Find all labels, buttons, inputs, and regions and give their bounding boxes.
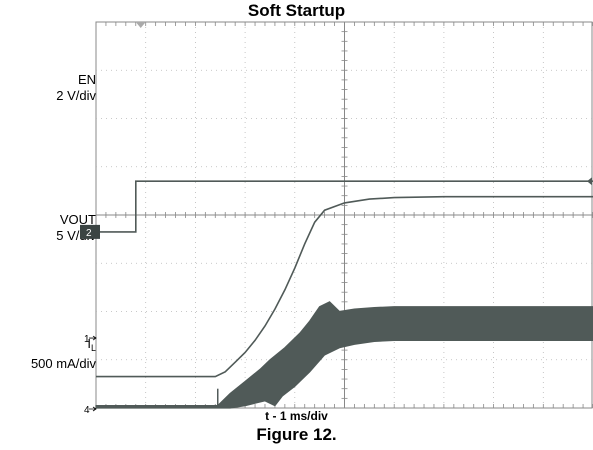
figure-caption: Figure 12. [256, 425, 337, 444]
x-axis-label: t - 1 ms/div [265, 409, 328, 423]
ch1-marker-label: 1 [84, 334, 90, 345]
ch4-marker-label: 4 [84, 405, 90, 416]
channel-markers: 2 4 1 [80, 177, 592, 416]
en-scale: 2 V/div [56, 88, 96, 103]
chart-title: Soft Startup [247, 1, 346, 20]
scope-traces [95, 180, 593, 409]
vout-channel-label: VOUT 5 V/div [0, 212, 96, 244]
ch4-marker-arrow [89, 406, 97, 412]
trigger-marker [135, 22, 146, 28]
scope-grid [95, 21, 593, 409]
il-channel-label: IL 500 mA/div [0, 336, 96, 372]
il-trace [95, 301, 593, 409]
il-label: IL [87, 336, 96, 353]
en-channel-label: EN 2 V/div [0, 72, 96, 104]
en-label: EN [77, 72, 96, 87]
ch2-marker-box [80, 224, 100, 239]
il-scale: 500 mA/div [30, 356, 96, 371]
vout-label: VOUT [59, 212, 96, 227]
ch1-marker-arrow [89, 335, 97, 341]
ch2-marker-label: 2 [86, 228, 92, 239]
en-trace [96, 180, 593, 233]
right-level-marker [587, 177, 592, 186]
vout-trace [96, 195, 593, 378]
